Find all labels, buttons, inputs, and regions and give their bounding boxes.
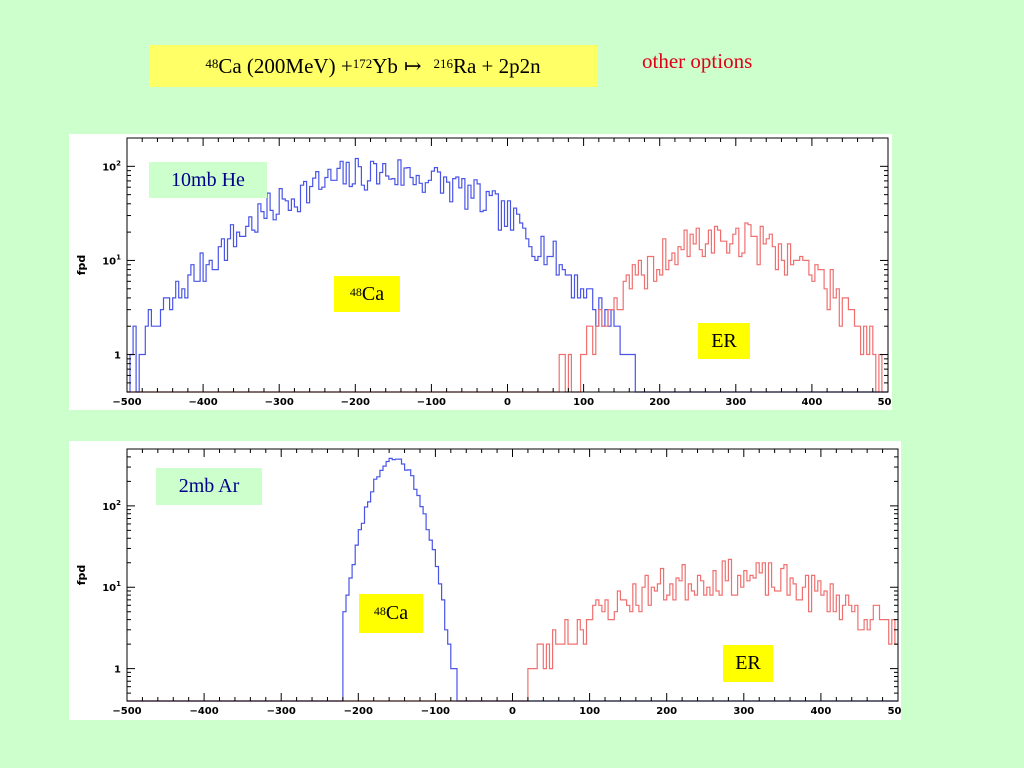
y-axis-label: fpd <box>75 565 88 586</box>
reaction-part-ca: Ca (200MeV) + <box>218 53 353 78</box>
histogram-series-er <box>127 558 898 702</box>
x-tick-label: 500 <box>888 706 901 717</box>
reaction-title: 48 Ca (200MeV) + 172 Yb ↦ 216 Ra + 2p2n <box>149 45 597 87</box>
er-label: ER <box>698 323 750 359</box>
reaction-part-yb: Yb <box>372 53 398 78</box>
x-tick-label: 100 <box>573 397 594 408</box>
x-tick-label: −100 <box>417 397 446 408</box>
x-tick-label: 300 <box>733 706 754 717</box>
x-tick-label: 0 <box>509 706 516 717</box>
x-tick-label: −500 <box>112 397 141 408</box>
histogram-panel-ar: −500 −400 −300 −200 −100 0 100 200 300 400 500 1 101… <box>69 441 901 720</box>
panel-title-he: 10mb He <box>149 162 267 198</box>
x-tick-label: −500 <box>112 706 141 717</box>
mass-number-ra216: 216 <box>433 56 453 71</box>
ca48-mass-number: 48 <box>349 284 362 299</box>
ca48-label: 48 Ca <box>359 594 423 633</box>
y-tick-label: 102 <box>102 499 121 513</box>
y-tick-label: 101 <box>102 253 121 267</box>
y-tick-label: 101 <box>102 580 121 594</box>
ca48-label: 48 Ca <box>334 276 400 312</box>
x-tick-label: 0 <box>504 397 511 408</box>
x-tick-label: −100 <box>421 706 450 717</box>
y-tick-label: 1 <box>114 665 121 676</box>
y-axis-label: fpd <box>75 255 88 276</box>
x-tick-label: −200 <box>344 706 373 717</box>
reaction-part-ra: Ra + 2p2n <box>452 53 541 78</box>
y-tick-label: 102 <box>102 159 121 173</box>
x-tick-label: 100 <box>579 706 600 717</box>
x-tick-label: −200 <box>341 397 370 408</box>
x-tick-label: 400 <box>810 706 831 717</box>
histogram-panel-he: −500 −400 −300 −200 −100 0 100 200 300 400 500 1 101… <box>69 134 892 410</box>
x-tick-label: −400 <box>188 397 217 408</box>
histogram-chart-ar: −500 −400 −300 −200 −100 0 100 200 300 400 500 1 101… <box>75 448 901 717</box>
maps-to-arrow-icon: ↦ <box>403 53 422 78</box>
y-tick-label: 1 <box>114 351 121 362</box>
histogram-series-er <box>127 222 888 393</box>
other-options-link[interactable]: other options <box>642 49 753 73</box>
mass-number-ca48: 48 <box>205 56 219 71</box>
histogram-chart-he: −500 −400 −300 −200 −100 0 100 200 300 400 500 1 101… <box>75 137 892 408</box>
ca48-mass-number: 48 <box>373 604 386 618</box>
x-tick-label: 400 <box>801 397 822 408</box>
x-tick-label: 200 <box>649 397 670 408</box>
x-tick-label: 500 <box>878 397 892 408</box>
mass-number-yb172: 172 <box>352 56 373 71</box>
ca48-symbol: Ca <box>385 602 409 624</box>
x-tick-label: 300 <box>725 397 746 408</box>
x-tick-label: −300 <box>267 706 296 717</box>
er-label: ER <box>723 645 773 682</box>
x-tick-label: −300 <box>265 397 294 408</box>
x-tick-label: 200 <box>656 706 677 717</box>
ca48-symbol: Ca <box>361 282 385 305</box>
panel-title-ar: 2mb Ar <box>156 468 262 505</box>
x-tick-label: −400 <box>189 706 218 717</box>
